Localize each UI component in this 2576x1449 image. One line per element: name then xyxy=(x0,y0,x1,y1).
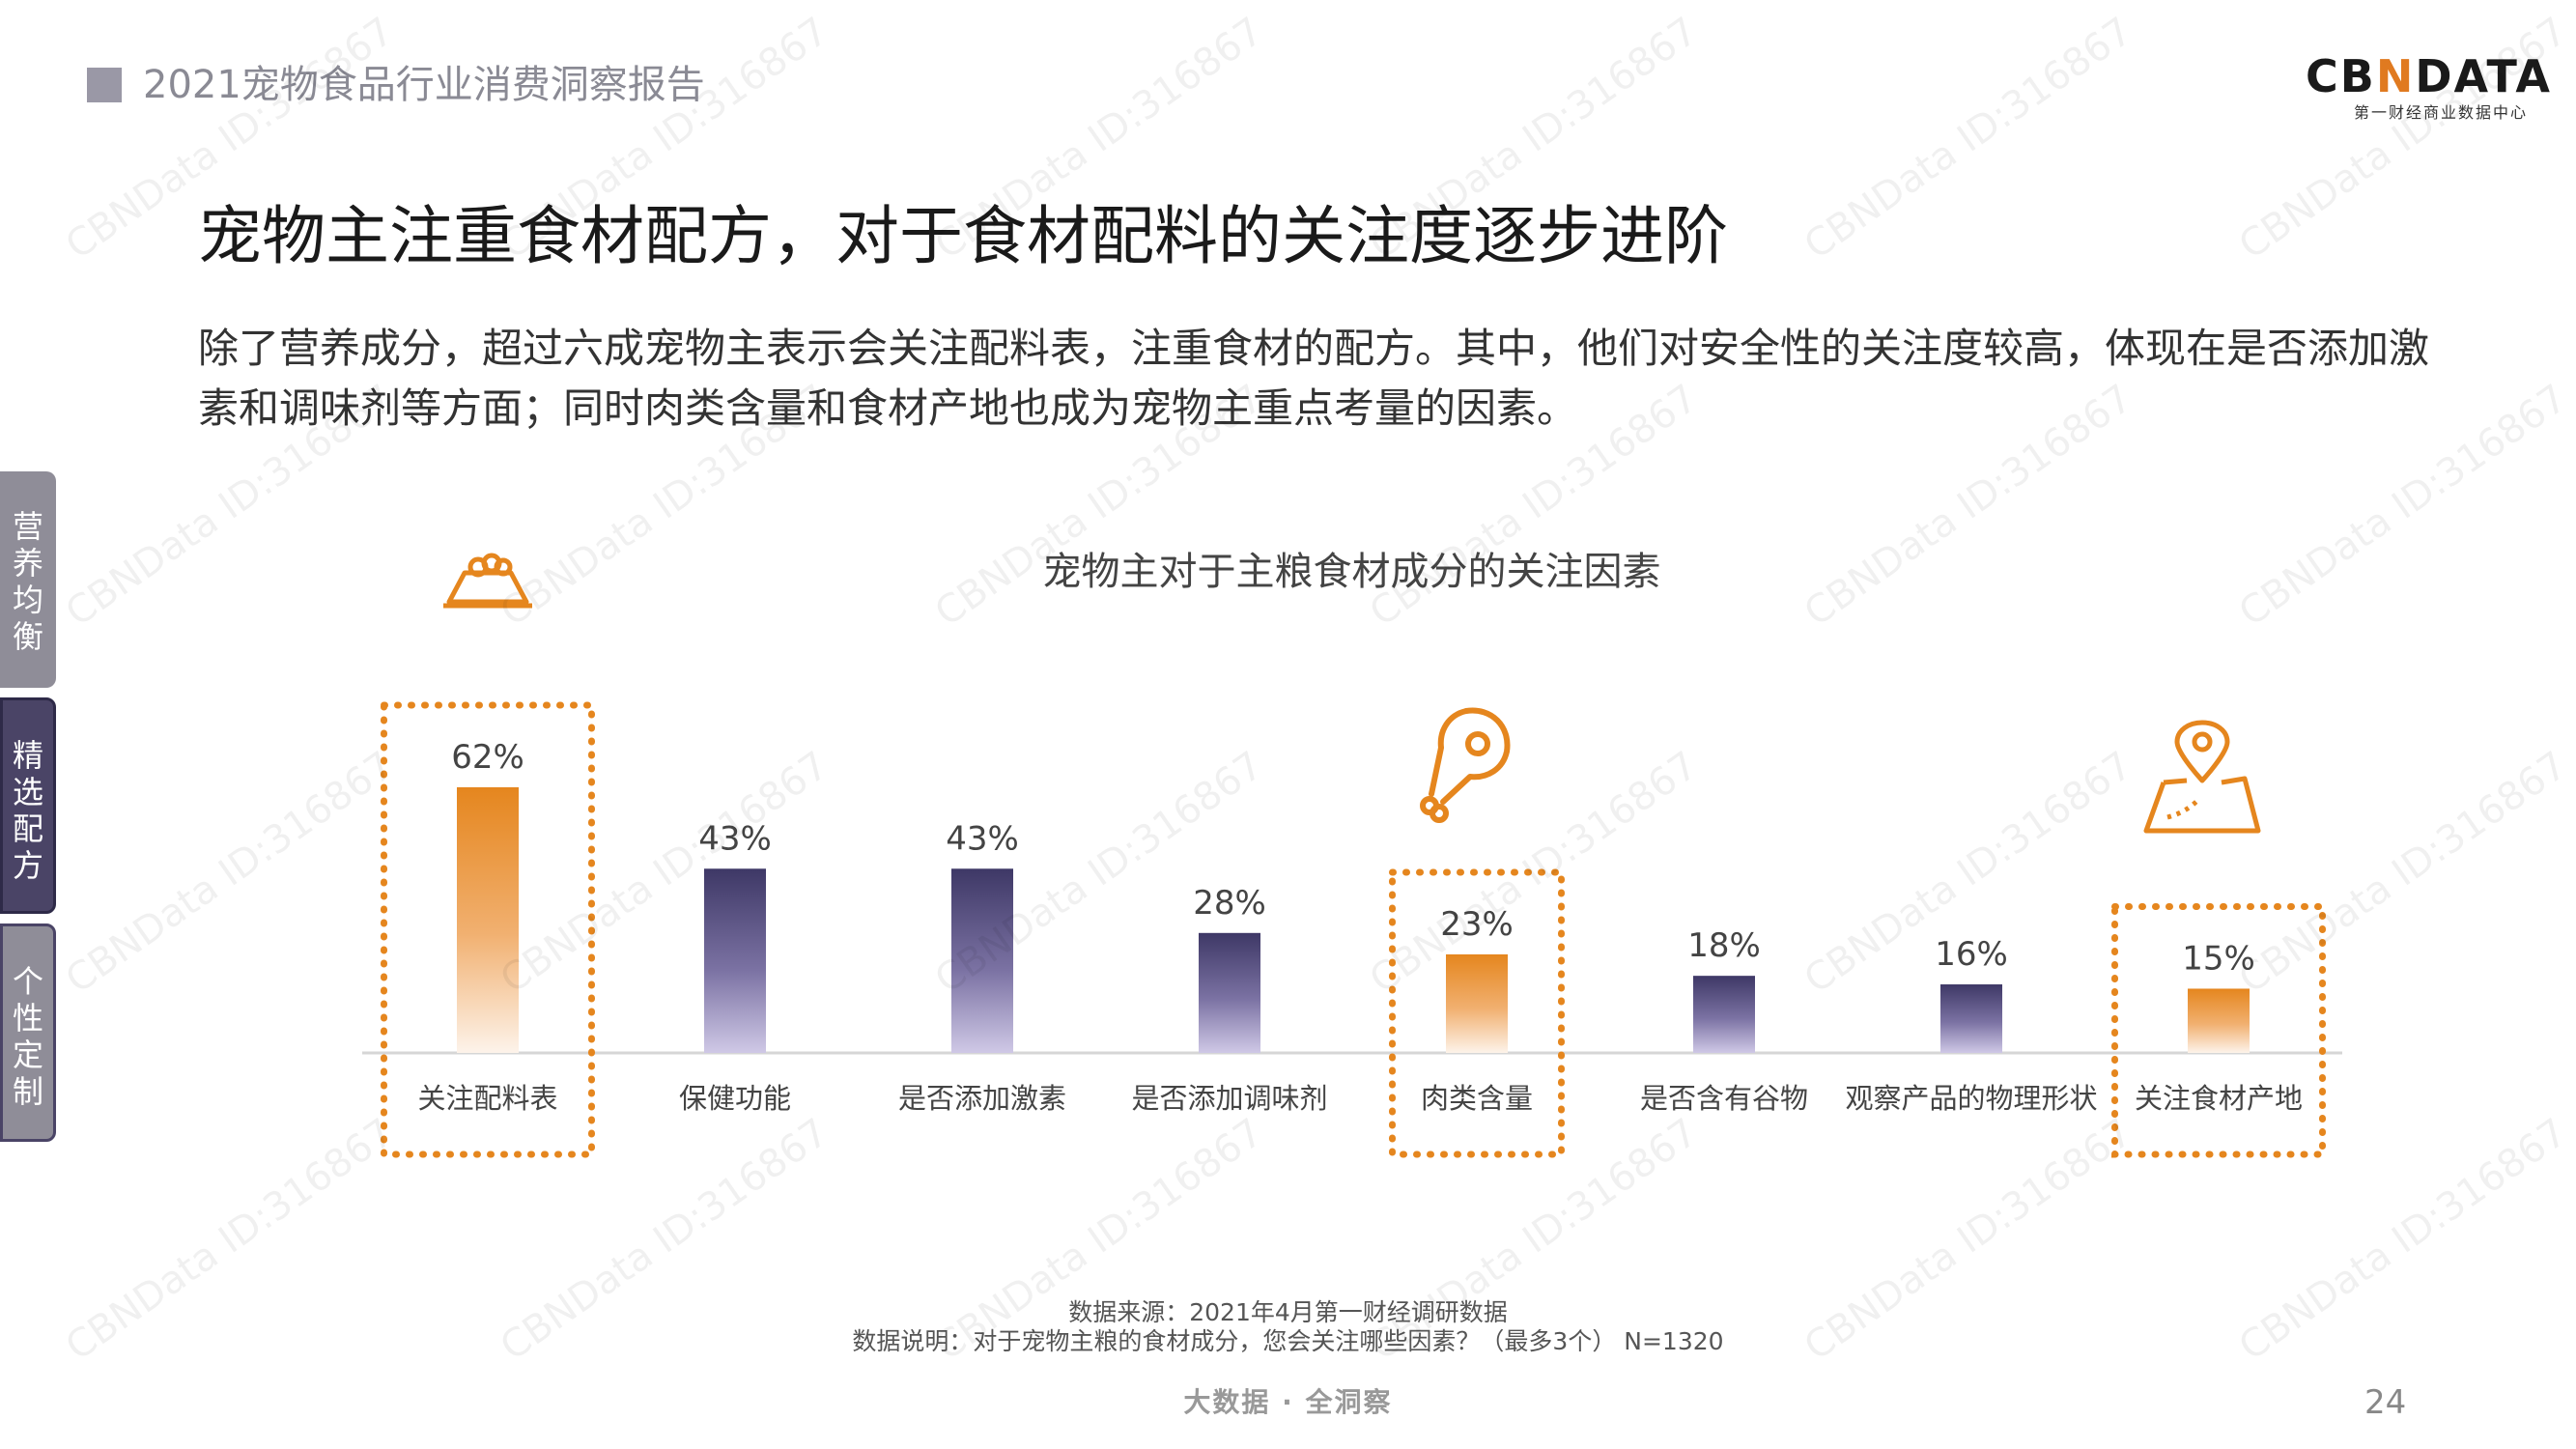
meat-leg-icon xyxy=(1420,707,1511,823)
data-label: 18% xyxy=(1687,926,1761,965)
bar xyxy=(951,868,1013,1053)
data-source: 数据来源：2021年4月第一财经调研数据 xyxy=(1068,1298,1508,1326)
data-label: 23% xyxy=(1440,905,1514,944)
category-label: 是否含有谷物 xyxy=(1640,1082,1808,1115)
page-number: 24 xyxy=(2364,1383,2407,1422)
body-text: 除了营养成分，超过六成宠物主表示会关注配料表，注重食材的配方。其中，他们对安全性… xyxy=(198,325,2430,432)
bowl-icon xyxy=(443,553,532,609)
logo-left: CB xyxy=(2306,50,2376,102)
data-label: 43% xyxy=(946,819,1019,858)
map-pin-icon xyxy=(2143,720,2261,834)
cbndata-logo: CBNDATA 第一财经商业数据中心 xyxy=(2306,50,2550,124)
bar xyxy=(704,868,766,1053)
highlight-box xyxy=(1389,868,1565,1158)
logo-slash: N xyxy=(2375,50,2416,102)
side-tab-formula[interactable]: 精选配方 xyxy=(0,697,56,914)
data-label: 43% xyxy=(698,819,772,858)
highlight-box xyxy=(2111,902,2326,1158)
side-tab-nutrition[interactable]: 营养均衡 xyxy=(0,471,56,688)
side-tab-label: 精选配方 xyxy=(13,737,44,884)
side-tab-custom[interactable]: 个性定制 xyxy=(0,923,56,1142)
bar xyxy=(2188,988,2250,1053)
bar xyxy=(1446,953,1508,1053)
side-tab-label: 营养均衡 xyxy=(13,508,44,655)
footer-slogan: 大数据 · 全洞察 xyxy=(1183,1386,1393,1418)
report-title: 2021宠物食品行业消费洞察报告 xyxy=(143,63,705,107)
data-note: 数据说明：对于宠物主粮的食材成分，您会关注哪些因素？（最多3个） N=1320 xyxy=(852,1327,1724,1355)
logo-subtitle: 第一财经商业数据中心 xyxy=(2353,103,2528,122)
watermark-text: CBNData ID:316867 xyxy=(1797,9,2140,269)
bar xyxy=(457,787,519,1053)
side-tab-label: 个性定制 xyxy=(13,963,44,1110)
category-label: 观察产品的物理形状 xyxy=(1845,1082,2097,1115)
category-label: 肉类含量 xyxy=(1421,1082,1533,1115)
bar xyxy=(1940,984,2002,1053)
headline: 宠物主注重食材配方，对于食材配料的关注度逐步进阶 xyxy=(198,199,1728,273)
watermark-text: CBNData ID:316867 xyxy=(2231,9,2575,269)
bar xyxy=(1199,932,1260,1053)
data-label: 15% xyxy=(2182,939,2255,978)
category-label: 是否添加激素 xyxy=(898,1082,1066,1115)
bar xyxy=(1693,976,1755,1053)
category-label: 关注食材产地 xyxy=(2135,1082,2303,1115)
chart-title: 宠物主对于主粮食材成分的关注因素 xyxy=(1042,550,1661,594)
data-label: 16% xyxy=(1935,935,2008,974)
category-label: 保健功能 xyxy=(679,1082,791,1115)
category-label: 关注配料表 xyxy=(417,1082,557,1115)
highlight-box xyxy=(381,701,595,1158)
header-square xyxy=(87,68,122,102)
logo-right: DATA xyxy=(2415,50,2552,102)
data-label: 62% xyxy=(451,738,524,777)
data-label: 28% xyxy=(1193,884,1266,923)
bar-chart: 62% 关注配料表 43% 保健功能 43% 是否添加激素 28% 是否添加调味剂 23% 肉类含… xyxy=(362,553,2342,1158)
category-label: 是否添加调味剂 xyxy=(1131,1082,1327,1115)
